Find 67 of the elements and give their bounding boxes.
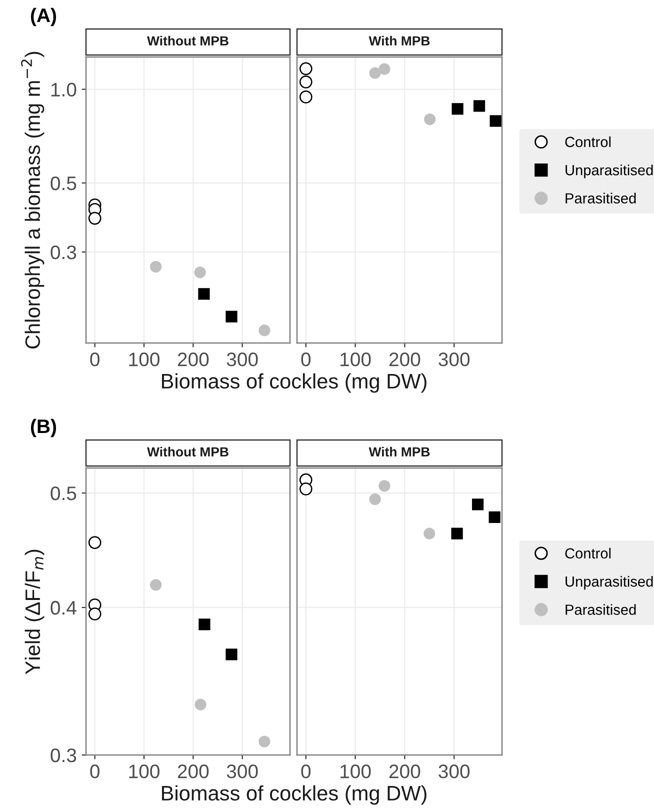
x-tick-label: 0 [90,352,100,366]
point [258,324,270,336]
point [198,288,210,300]
point [473,100,486,112]
text: (B) [30,418,56,438]
x-tick-label: 100 [129,764,160,778]
point [424,113,436,126]
point [88,212,102,225]
y-axis-title: Yield (ΔF/F$_{m}$) [24,550,44,674]
x-tick-label: 100 [340,764,371,778]
x-tick-label: 200 [389,352,420,366]
y-tick-label: 1.0 [51,82,76,97]
legend-label: Control [565,548,611,559]
x-tick-label: 0 [90,764,100,778]
y-tick-label: 0.5 [50,486,76,500]
x-tick-label: 300 [438,764,470,778]
point [258,736,270,748]
y-axis-title: Chlorophyll a biomass (mg m$^{−2}$) [21,52,44,349]
point [194,698,206,710]
point [150,579,162,591]
x-tick-label: 300 [226,352,258,366]
x-tick-label: 200 [178,764,209,778]
legend-label: Unparasitised [566,576,653,590]
x-tick-label: 100 [129,352,160,366]
x-tick-label: 0 [301,352,311,366]
point [299,62,312,76]
y-tick-label: 0.3 [50,748,76,762]
legend-label: Unparasitised [566,164,653,178]
y-tick-label: 0.3 [50,245,76,260]
point [226,648,238,660]
legend-label: Parasitised [566,192,636,204]
point [299,482,312,496]
chart-title: Without MPB [147,36,228,46]
legend-label: Parasitised [566,604,636,615]
point [490,115,502,127]
point [369,67,381,79]
point [472,498,484,510]
y-tick-label: 0.4 [50,600,76,615]
x-tick-label: 200 [389,764,420,778]
point [299,90,312,104]
x-axis-title: Biomass of cockles (mg DW) [162,373,426,393]
point [378,63,390,75]
point [226,310,238,322]
x-tick-label: 100 [340,352,371,366]
point [369,493,381,506]
point [88,607,102,620]
x-tick-label: 200 [178,352,209,366]
point [452,103,464,115]
x-tick-label: 0 [301,764,311,778]
text: (A) [30,8,56,26]
x-tick-label: 300 [438,352,470,366]
chart-title: With MPB [368,36,430,46]
point [451,528,463,540]
point [198,618,210,630]
point [88,536,102,549]
point [194,266,206,278]
point [299,76,312,88]
y-tick-label: 0.5 [50,176,76,190]
point [150,260,162,273]
chart-title: Without MPB [147,446,228,457]
x-axis-title: Biomass of cockles (mg DW) [162,785,426,805]
point [424,528,436,540]
chart-title: With MPB [368,446,430,457]
x-tick-label: 300 [226,764,258,778]
point [488,511,500,523]
point [378,480,390,492]
legend-label: Control [565,136,611,148]
